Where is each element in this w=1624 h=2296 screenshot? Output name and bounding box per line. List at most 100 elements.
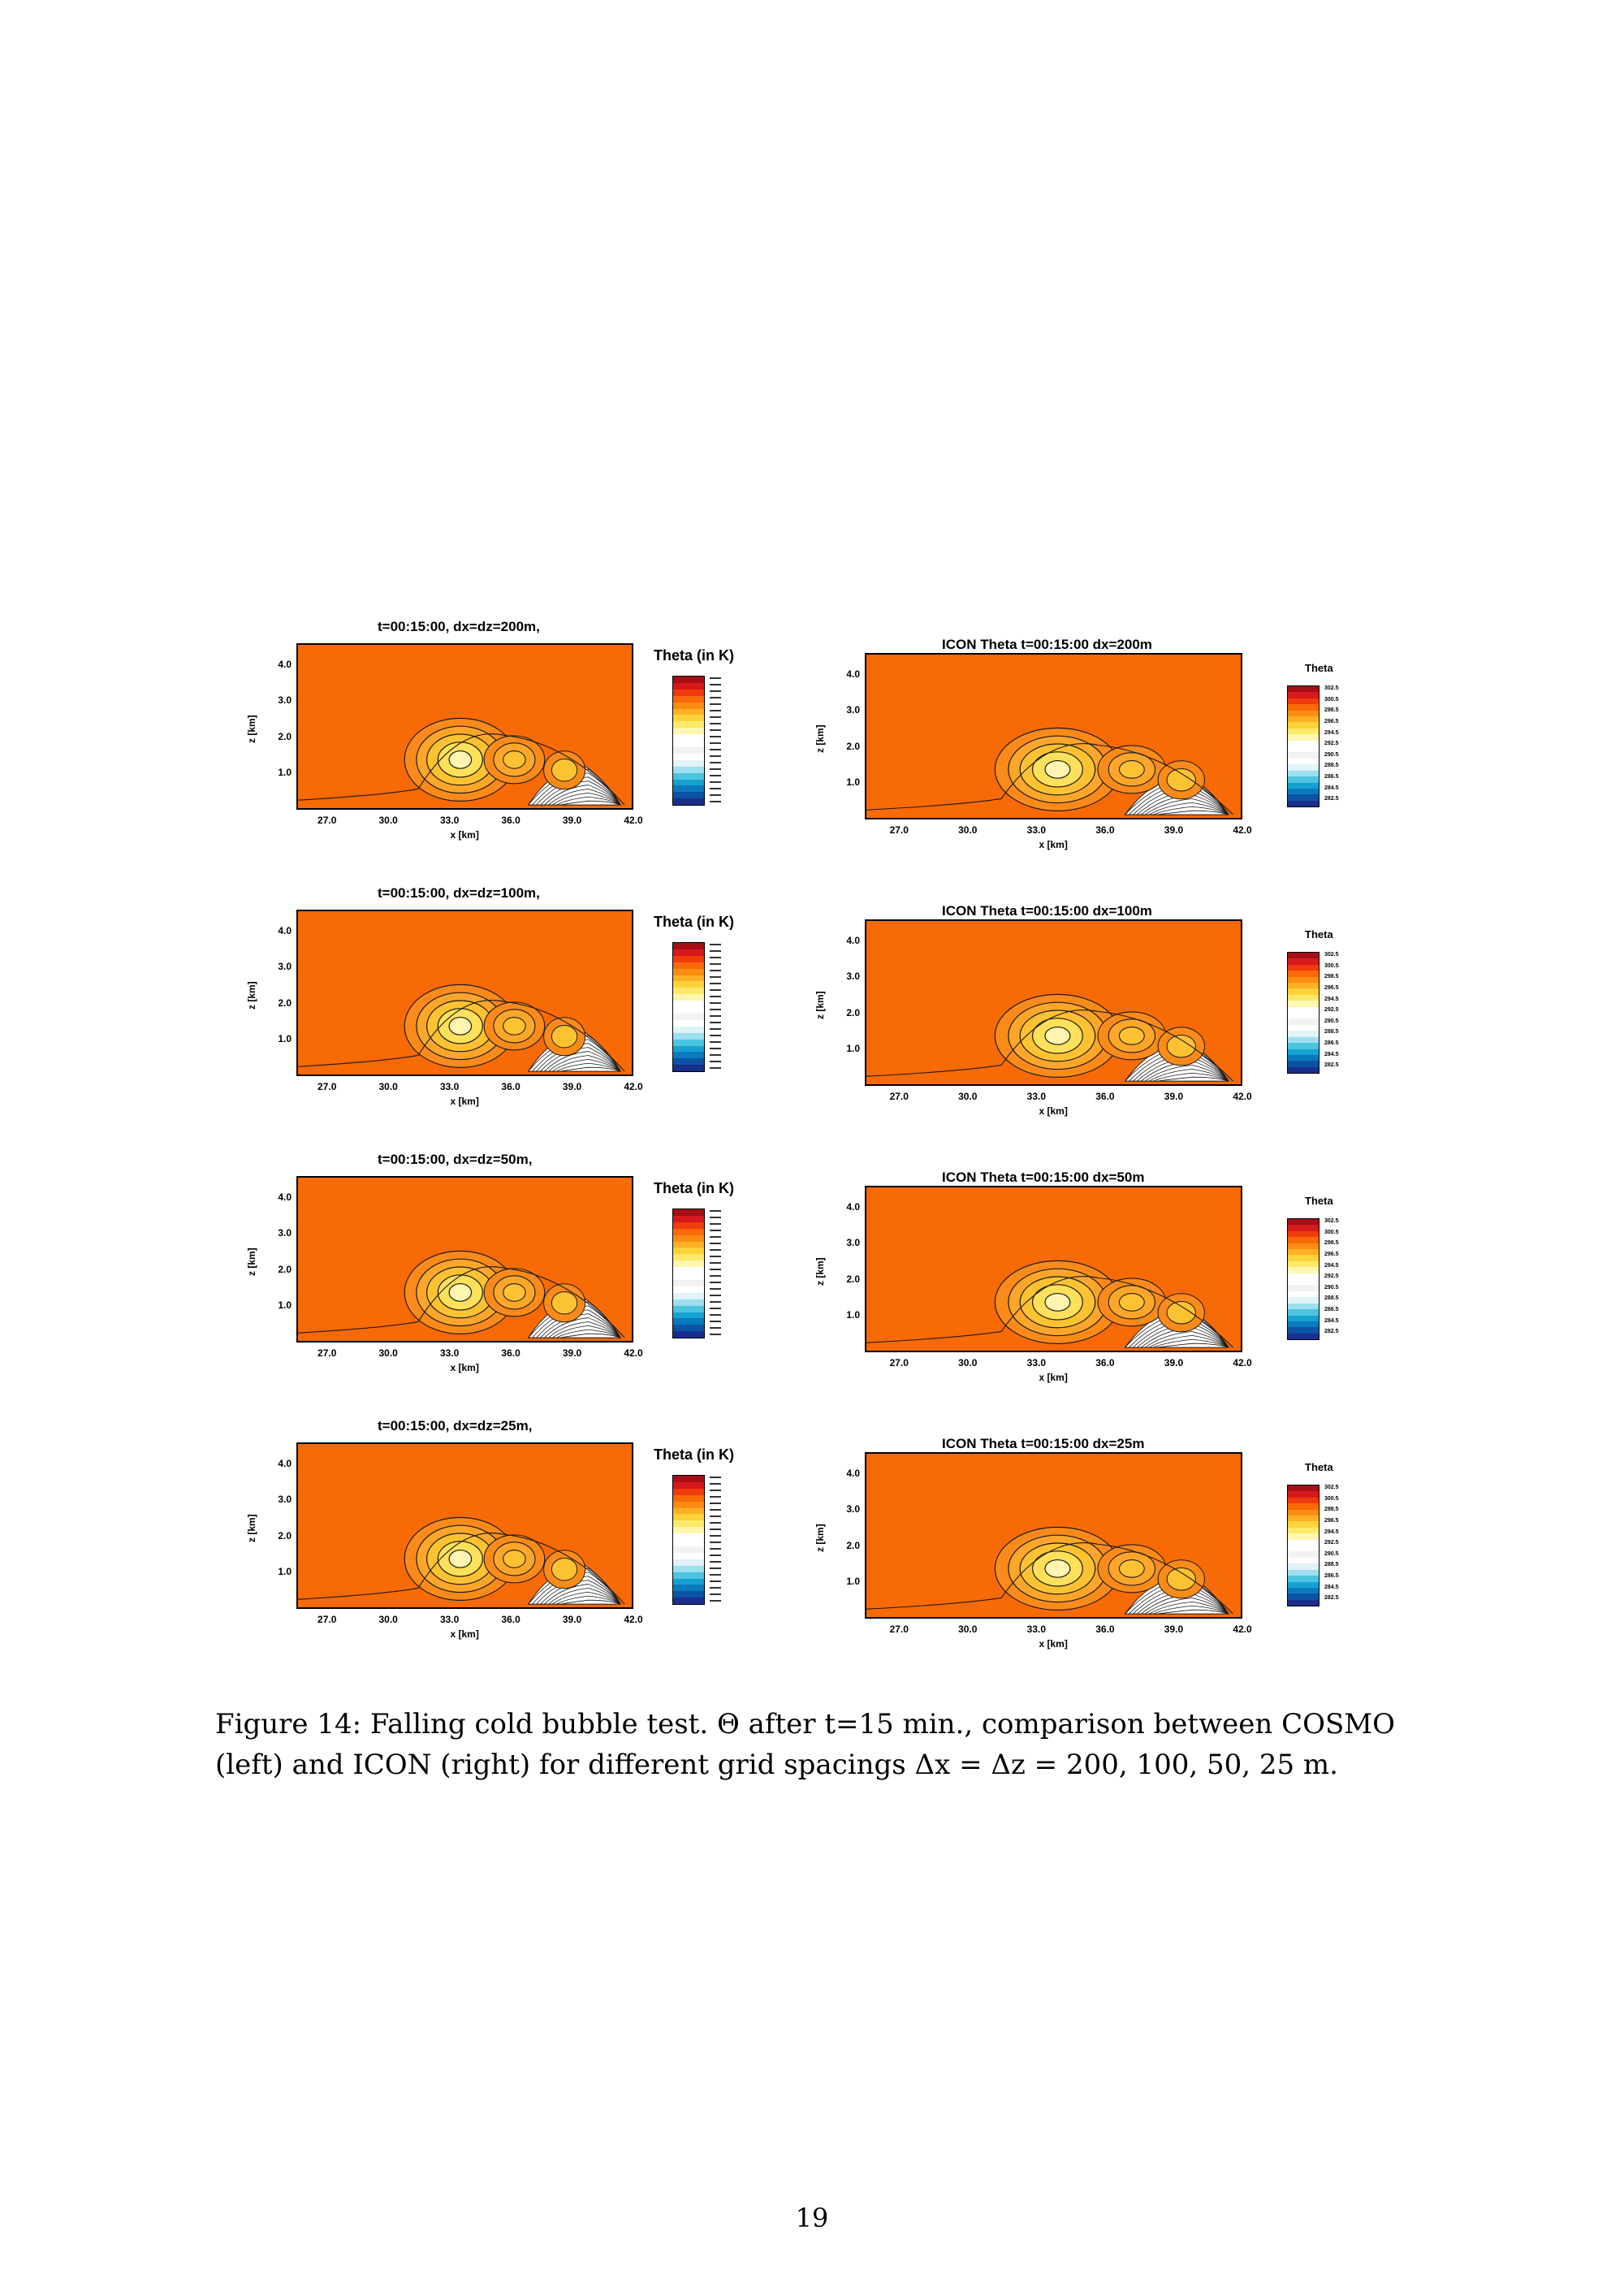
contour-field	[866, 727, 1233, 815]
colorbar-tick-marks	[710, 1210, 721, 1337]
contour-line	[560, 1599, 621, 1605]
colorbar-swatch	[673, 1507, 704, 1515]
colorbar-swatch	[1288, 988, 1319, 995]
theta-contour-main-rotor	[1044, 760, 1071, 779]
x-tick-label: 39.0	[562, 1081, 582, 1092]
theta-contour-second-rotor	[1118, 1293, 1145, 1312]
colorbar-swatch	[673, 1318, 704, 1325]
x-tick-label: 42.0	[624, 815, 643, 826]
colorbar-swatch	[1288, 953, 1319, 959]
colorbar-tick-label: 302.5	[1324, 685, 1339, 691]
x-tick-label: 33.0	[439, 1081, 460, 1092]
y-tick-label: 2.0	[846, 1273, 860, 1285]
colorbar-tick-label: 288.5	[1324, 1562, 1339, 1568]
colorbar-swatch	[673, 975, 704, 982]
colorbar-swatch	[673, 715, 704, 722]
colorbar-swatch	[1288, 722, 1319, 729]
contour-field	[866, 993, 1233, 1082]
colorbar-swatch	[673, 1476, 704, 1482]
contour-line	[544, 1317, 621, 1338]
contour-line	[532, 1039, 621, 1072]
x-tick-label: 30.0	[958, 1624, 978, 1635]
colorbar-swatch	[673, 1305, 704, 1312]
colorbar-swatch	[1288, 964, 1319, 971]
colorbar-swatch	[1288, 800, 1319, 806]
colorbar-tick-label: 300.5	[1324, 1229, 1339, 1235]
theta-contour-plot	[296, 1176, 633, 1343]
colorbar-swatch	[1288, 740, 1319, 747]
colorbar-tick-label: 288.5	[1324, 763, 1339, 769]
colorbar-tick-label: 294.5	[1324, 1529, 1339, 1535]
contour-line	[540, 1047, 621, 1072]
colorbar-tick-label: 300.5	[1324, 962, 1339, 969]
x-tick-label: 39.0	[562, 1347, 582, 1359]
colorbar-tick-label: 284.5	[1324, 1317, 1339, 1324]
colorbar-tick-label: 296.5	[1324, 1251, 1339, 1257]
colorbar-tick-marks	[710, 944, 721, 1070]
colorbar-swatch	[673, 682, 704, 690]
colorbar-swatch	[673, 1013, 704, 1020]
theta-envelope-contour	[298, 733, 625, 806]
colorbar-swatch	[1288, 1539, 1319, 1546]
colorbar-swatch	[1288, 1267, 1319, 1273]
colorbar-tick-label: 290.5	[1324, 1550, 1339, 1557]
colorbar-swatch	[673, 734, 704, 742]
colorbar	[1287, 952, 1320, 1074]
colorbar-swatch	[1288, 1551, 1319, 1558]
colorbar-swatch	[673, 1209, 704, 1216]
contour-line	[544, 1584, 621, 1605]
colorbar-title: Theta	[1305, 662, 1333, 674]
colorbar-swatch	[1288, 1497, 1319, 1504]
colorbar-tick-marks	[710, 1477, 721, 1603]
theta-contour-second-rotor	[1118, 1559, 1145, 1578]
contour-line	[1153, 1072, 1229, 1082]
colorbar-swatch	[673, 1533, 704, 1541]
colorbar-tick-label: 282.5	[1324, 1329, 1339, 1335]
colorbar-tick-label: 292.5	[1324, 741, 1339, 747]
colorbar-swatch	[673, 1527, 704, 1534]
colorbar-title: Theta (in K)	[654, 647, 734, 664]
colorbar-swatch	[673, 792, 704, 799]
colorbar-swatch	[1288, 1285, 1319, 1291]
colorbar-swatch	[673, 1254, 704, 1261]
colorbar-swatch	[1288, 1509, 1319, 1516]
colorbar-swatch	[673, 1578, 704, 1585]
colorbar-swatch	[673, 1312, 704, 1319]
colorbar-tick-label: 296.5	[1324, 718, 1339, 724]
y-tick-label: 1.0	[846, 776, 860, 789]
colorbar-swatch	[1288, 746, 1319, 753]
y-tick-label: 4.0	[278, 658, 292, 670]
colorbar-tick-label: 302.5	[1324, 1218, 1339, 1224]
y-tick-label: 3.0	[846, 1237, 860, 1249]
colorbar-tick-label: 298.5	[1324, 1507, 1339, 1513]
x-tick-label: 42.0	[1233, 1624, 1252, 1635]
colorbar-swatch	[1288, 1001, 1319, 1007]
contour-line	[536, 1043, 621, 1072]
y-tick-label: 1.0	[846, 1309, 860, 1321]
colorbar-tick-label: 284.5	[1324, 785, 1339, 791]
colorbar-swatch	[1288, 1013, 1319, 1019]
y-axis-label: z [km]	[246, 980, 257, 1010]
colorbar-swatch	[673, 994, 704, 1001]
colorbar-swatch	[1288, 1576, 1319, 1582]
y-tick-label: 4.0	[278, 1191, 292, 1203]
colorbar-swatch	[673, 1325, 704, 1332]
colorbar-tick-label: 298.5	[1324, 1240, 1339, 1247]
x-tick-label: 39.0	[1164, 1624, 1184, 1635]
theta-contour-plot	[865, 653, 1242, 819]
colorbar-swatch	[1288, 758, 1319, 765]
colorbar-swatch	[1288, 976, 1319, 984]
colorbar-swatch	[673, 1488, 704, 1495]
theta-envelope-contour	[866, 743, 1233, 815]
colorbar-swatch	[1288, 1303, 1319, 1310]
theta-envelope-contour	[298, 1000, 625, 1072]
colorbar-tick-label: 290.5	[1324, 1284, 1339, 1291]
y-tick-label: 3.0	[278, 1494, 292, 1506]
colorbar-swatch	[673, 1546, 704, 1553]
x-tick-label: 30.0	[958, 1357, 978, 1369]
colorbar-swatch	[673, 955, 704, 962]
contour-line	[556, 1595, 621, 1605]
x-tick-label: 39.0	[1164, 1357, 1184, 1369]
x-tick-label: 36.0	[501, 1614, 520, 1625]
contour-line	[552, 1325, 621, 1338]
